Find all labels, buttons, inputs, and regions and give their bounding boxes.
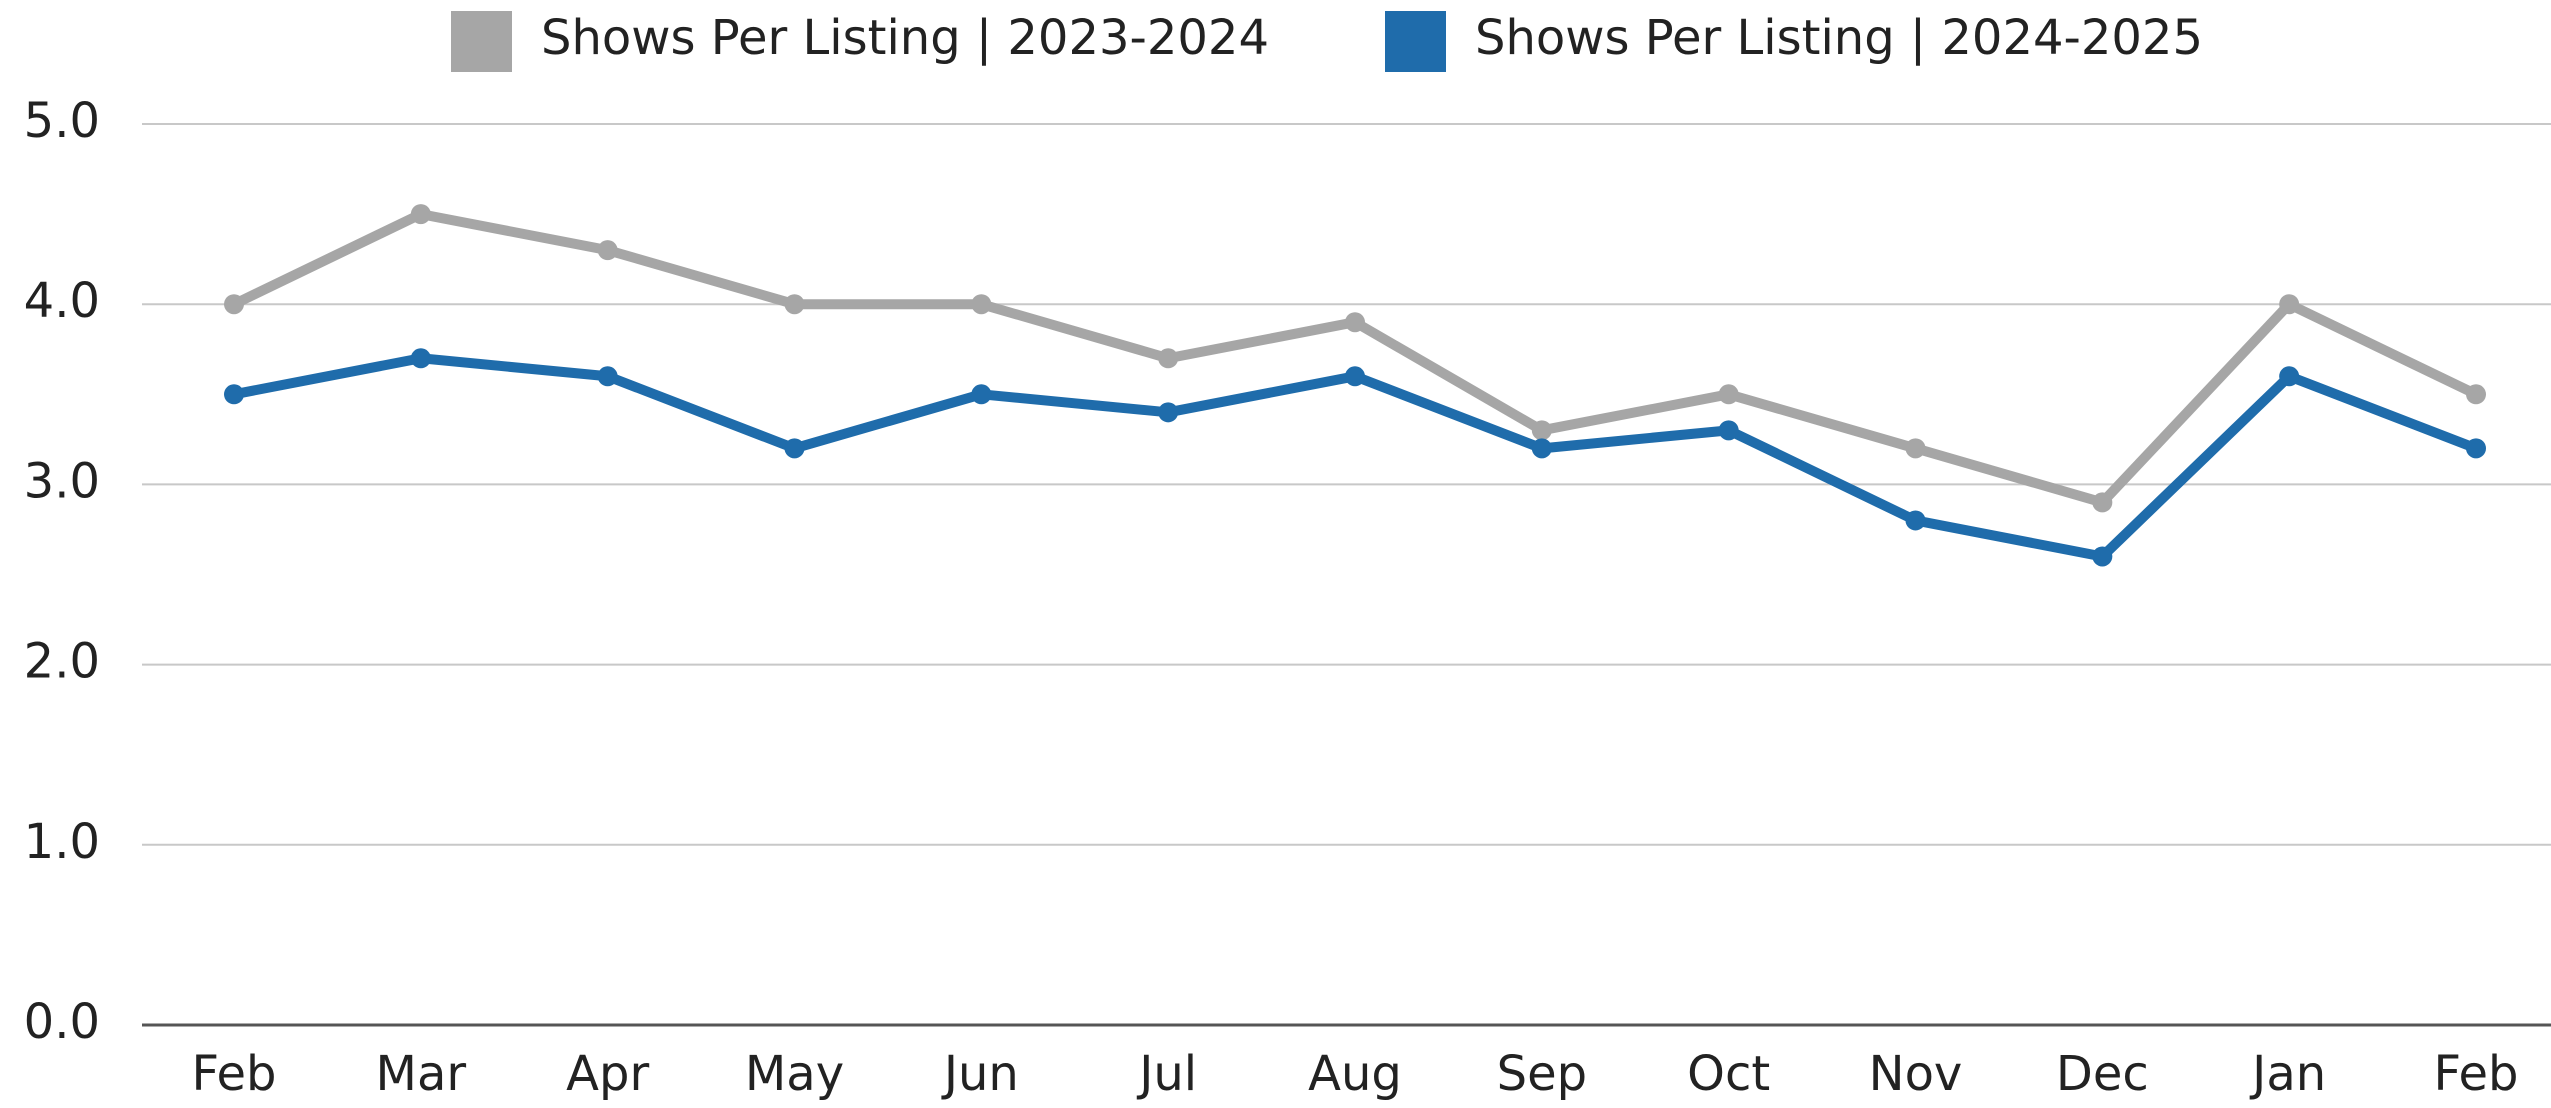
series-point xyxy=(1345,366,1365,387)
series-point xyxy=(410,348,431,369)
series-point xyxy=(224,384,244,405)
series-point xyxy=(1531,438,1552,459)
series-point xyxy=(1905,510,1926,531)
series-point xyxy=(1718,384,1739,405)
series-point xyxy=(2092,492,2113,513)
series-point xyxy=(1158,402,1179,423)
y-tick-label: 3.0 xyxy=(24,453,100,509)
series-point xyxy=(784,438,805,459)
series-point xyxy=(1531,420,1552,441)
y-tick-label: 0.0 xyxy=(24,994,100,1050)
series-point xyxy=(410,204,431,225)
series-point xyxy=(2279,294,2300,315)
legend-swatch xyxy=(1385,11,1446,72)
y-tick-label: 5.0 xyxy=(24,93,100,149)
series-point xyxy=(597,240,618,261)
x-tick-label: Jul xyxy=(1136,1046,1197,1102)
series-point xyxy=(971,384,992,405)
series-point xyxy=(2466,384,2486,405)
y-tick-label: 2.0 xyxy=(24,634,100,690)
series-point xyxy=(597,366,618,387)
x-tick-label: Feb xyxy=(2434,1046,2519,1102)
legend-label: Shows Per Listing | 2024-2025 xyxy=(1475,10,2203,66)
x-tick-label: Feb xyxy=(192,1046,277,1102)
series-point xyxy=(1158,348,1179,369)
x-tick-label: Sep xyxy=(1497,1046,1587,1102)
x-tick-label: Mar xyxy=(376,1046,467,1102)
y-tick-label: 4.0 xyxy=(24,273,100,329)
series-point xyxy=(2279,366,2300,387)
legend-label: Shows Per Listing | 2023-2024 xyxy=(541,10,1269,66)
x-tick-label: Jun xyxy=(941,1046,1019,1102)
x-tick-label: Aug xyxy=(1308,1046,1402,1102)
series-point xyxy=(2466,438,2486,459)
x-tick-label: Oct xyxy=(1687,1046,1770,1102)
series-point xyxy=(971,294,992,315)
x-tick-label: May xyxy=(745,1046,844,1102)
series-point xyxy=(1345,312,1365,333)
legend-swatch xyxy=(451,11,512,72)
series-point xyxy=(2092,546,2113,567)
series-point xyxy=(1905,438,1926,459)
x-tick-label: Jan xyxy=(2249,1046,2326,1102)
series-point xyxy=(224,294,244,315)
series-point xyxy=(784,294,805,315)
x-tick-label: Dec xyxy=(2056,1046,2149,1102)
y-tick-label: 1.0 xyxy=(24,814,100,870)
x-tick-label: Apr xyxy=(566,1046,649,1102)
series-line xyxy=(231,209,2479,508)
series-point xyxy=(1718,420,1739,441)
x-tick-label: Nov xyxy=(1869,1046,1963,1102)
